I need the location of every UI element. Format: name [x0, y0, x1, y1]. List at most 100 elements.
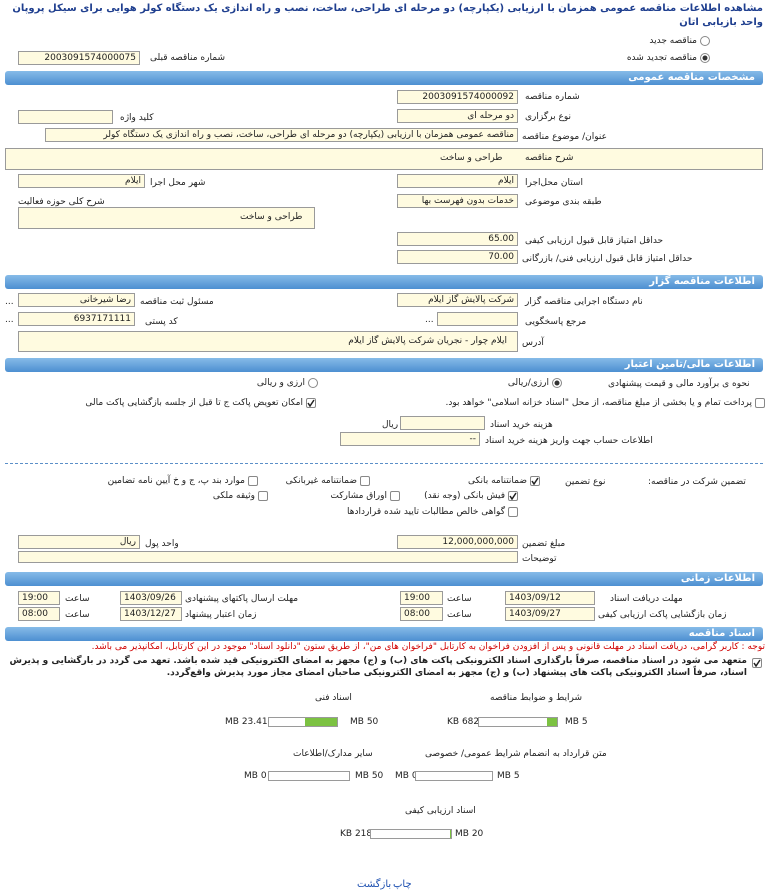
field-label: نام دستگاه اجرایی مناقصه گزار: [525, 297, 643, 307]
radio-button: [552, 378, 562, 388]
field-value: 19:00: [400, 591, 443, 605]
size-bar-fill: [305, 718, 337, 726]
checkbox: [390, 491, 400, 501]
field-label: ساعت: [65, 610, 90, 620]
field-value: 08:00: [400, 607, 443, 621]
option-label: اوراق مشارکت: [330, 491, 387, 501]
checkbox: [248, 476, 258, 486]
field-value: مناقصه عمومی همزمان با ارزیابی (یکپارچه)…: [45, 128, 518, 142]
checkbox: [508, 507, 518, 517]
checkbox: [258, 491, 268, 501]
file-size: 0 MB: [244, 771, 267, 781]
checkbox: [752, 658, 762, 668]
checkbox: [755, 398, 765, 408]
field-label: اسناد ارزیابی کیفی: [405, 806, 476, 816]
checkbox: [508, 491, 518, 501]
field-label: هزینه خرید اسناد: [490, 420, 553, 430]
option-label: موارد بند پ، ج و خ آیین نامه تضامین: [107, 476, 245, 486]
file-size: 218 KB: [340, 829, 373, 839]
option-label: مناقصه تجدید شده: [626, 53, 697, 63]
field-value: 12,000,000,000: [397, 535, 518, 549]
field-label: حداقل امتیاز قابل قبول ارزیابی کیفی: [525, 236, 664, 246]
radio-dot: [702, 55, 708, 61]
radio-dot: [554, 380, 560, 386]
option-label: ارزی/ریالی: [507, 378, 549, 388]
field-value: شرکت پالایش گاز ایلام: [397, 293, 518, 307]
field-value: ریال: [18, 535, 140, 549]
field-label: ...: [5, 315, 14, 325]
field-label: طراحی و ساخت: [240, 212, 303, 222]
field-label: ...: [5, 297, 14, 307]
check-mark: [531, 477, 539, 485]
option-label: امکان تعویض پاکت ج تا قبل از جلسه بازگشا…: [85, 398, 303, 408]
file-size: 23.41 MB: [225, 717, 268, 727]
size-bar-fill: [450, 830, 451, 838]
checkbox: [360, 476, 370, 486]
field-label: مسئول ثبت مناقصه: [140, 297, 214, 307]
check-mark: [509, 492, 517, 500]
option-label: فیش بانکی (وجه نقد): [424, 491, 505, 501]
field-value: خدمات بدون فهرست بها: [397, 194, 518, 208]
field-label: ساعت: [447, 594, 472, 604]
section-header: اطلاعات مناقصه گزار: [5, 275, 763, 289]
field-label: حداقل امتیاز قابل قبول ارزیابی فنی/ بازر…: [522, 254, 693, 264]
option-label: ضمانتنامه غیربانکی: [285, 476, 357, 486]
separator: [5, 463, 763, 464]
checkbox: [306, 398, 316, 408]
file-limit: 50 MB: [350, 717, 379, 727]
field-label: نحوه ی برآورد مالی و قیمت پیشنهادی: [608, 379, 750, 389]
section-header: اطلاعات مالی/تامین اعتبار: [5, 358, 763, 372]
radio-button: [700, 36, 710, 46]
empty-field: [437, 312, 518, 326]
field-value: ایلام: [397, 174, 518, 188]
field-label: شماره مناقصه قبلی: [150, 53, 225, 63]
field-value: 70.00: [397, 250, 518, 264]
field-label: عنوان/ موضوع مناقصه: [522, 132, 607, 142]
empty-field: [18, 207, 315, 229]
size-bar-fill: [546, 718, 557, 726]
field-label: زمان اعتبار پیشنهاد: [185, 610, 257, 620]
section-header: اسناد مناقصه: [5, 627, 763, 641]
field-label: شرح کلی حوزه فعالیت: [18, 197, 105, 207]
field-value: 08:00: [18, 607, 60, 621]
option-label: گواهی خالص مطالبات تایید شده قراردادها: [347, 507, 505, 517]
field-label: ...: [425, 315, 434, 325]
field-value: 2003091574000075: [18, 51, 140, 65]
empty-field: [18, 551, 518, 563]
field-label: مهلت ارسال پاکتهای پیشنهادی: [185, 594, 299, 604]
radio-button: [700, 53, 710, 63]
file-size: 0 MB: [395, 771, 418, 781]
size-bar: [268, 717, 338, 727]
field-label: زمان بازگشایی پاکت ارزیابی کیفی: [598, 610, 727, 620]
file-limit: 20 MB: [455, 829, 484, 839]
file-limit: 50 MB: [355, 771, 384, 781]
field-label: متن قرارداد به انضمام شرایط عمومی/ خصوصی: [425, 749, 607, 759]
field-value: ایلام چوار - نجریان شرکت پالایش گاز ایلا…: [18, 331, 518, 352]
size-bar: [268, 771, 350, 781]
file-size: 682 KB: [447, 717, 480, 727]
field-label: طراحی و ساخت: [440, 153, 503, 163]
field-value: دو مرحله ای: [397, 109, 518, 123]
field-label: آدرس: [522, 338, 544, 348]
check-mark: [307, 399, 315, 407]
print-link[interactable]: چاپ: [393, 879, 412, 890]
field-label: ساعت: [447, 610, 472, 620]
radio-button: [308, 378, 318, 388]
field-label: مبلغ تضمین: [522, 539, 566, 549]
page-title: مشاهده اطلاعات مناقصه عمومی همزمان با ار…: [12, 3, 763, 28]
field-value: 1403/09/12: [505, 591, 595, 605]
field-label: طبقه بندی موضوعی: [525, 197, 602, 207]
field-label: واحد پول: [145, 539, 179, 549]
section-header: اطلاعات زمانی: [5, 572, 763, 586]
empty-field: [5, 148, 763, 170]
field-label: نوع تضمین: [565, 477, 606, 487]
field-label: استان محل‌اجرا: [525, 178, 583, 188]
field-label: اطلاعات حساب جهت واریز هزینه خرید اسناد: [485, 436, 653, 446]
field-value: 65.00: [397, 232, 518, 246]
size-bar: [415, 771, 493, 781]
field-value: 6937171111: [18, 312, 135, 326]
back-link[interactable]: بازگشت: [357, 879, 392, 890]
field-label: نوع برگزاری: [525, 112, 571, 122]
option-label: ضمانتنامه بانکی: [468, 476, 527, 486]
